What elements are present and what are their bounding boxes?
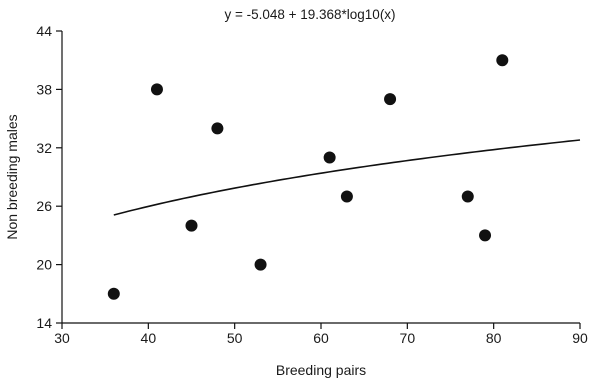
data-point	[323, 151, 336, 164]
data-point	[461, 190, 474, 203]
data-point	[185, 219, 198, 232]
x-axis-ticks: 30 40 50 60 70 80 90	[54, 323, 588, 346]
x-tick-label: 30	[54, 330, 70, 346]
data-point	[340, 190, 353, 203]
y-tick-label: 26	[36, 198, 52, 214]
data-point	[479, 229, 492, 242]
y-tick-label: 38	[36, 81, 52, 97]
x-tick-label: 60	[313, 330, 329, 346]
x-tick-label: 80	[486, 330, 502, 346]
x-tick-label: 40	[141, 330, 157, 346]
x-tick-label: 90	[572, 330, 588, 346]
data-point	[150, 83, 163, 96]
chart-title: y = -5.048 + 19.368*log10(x)	[224, 7, 395, 22]
x-tick-label: 70	[400, 330, 416, 346]
data-point	[211, 122, 224, 135]
y-tick-label: 32	[36, 140, 52, 156]
data-point	[107, 287, 120, 300]
y-axis-label: Non breeding males	[4, 114, 20, 239]
y-axis-ticks: 14 20 26 32 38 44	[36, 23, 62, 331]
y-tick-label: 20	[36, 257, 52, 273]
x-axis-label: Breeding pairs	[276, 362, 366, 378]
data-points	[107, 54, 509, 300]
data-point	[496, 54, 509, 67]
data-point	[384, 93, 397, 106]
data-point	[254, 258, 267, 271]
x-tick-label: 50	[227, 330, 243, 346]
fit-curve	[113, 139, 581, 216]
y-tick-label: 14	[36, 315, 52, 331]
y-tick-label: 44	[36, 23, 52, 39]
axes	[61, 31, 580, 324]
